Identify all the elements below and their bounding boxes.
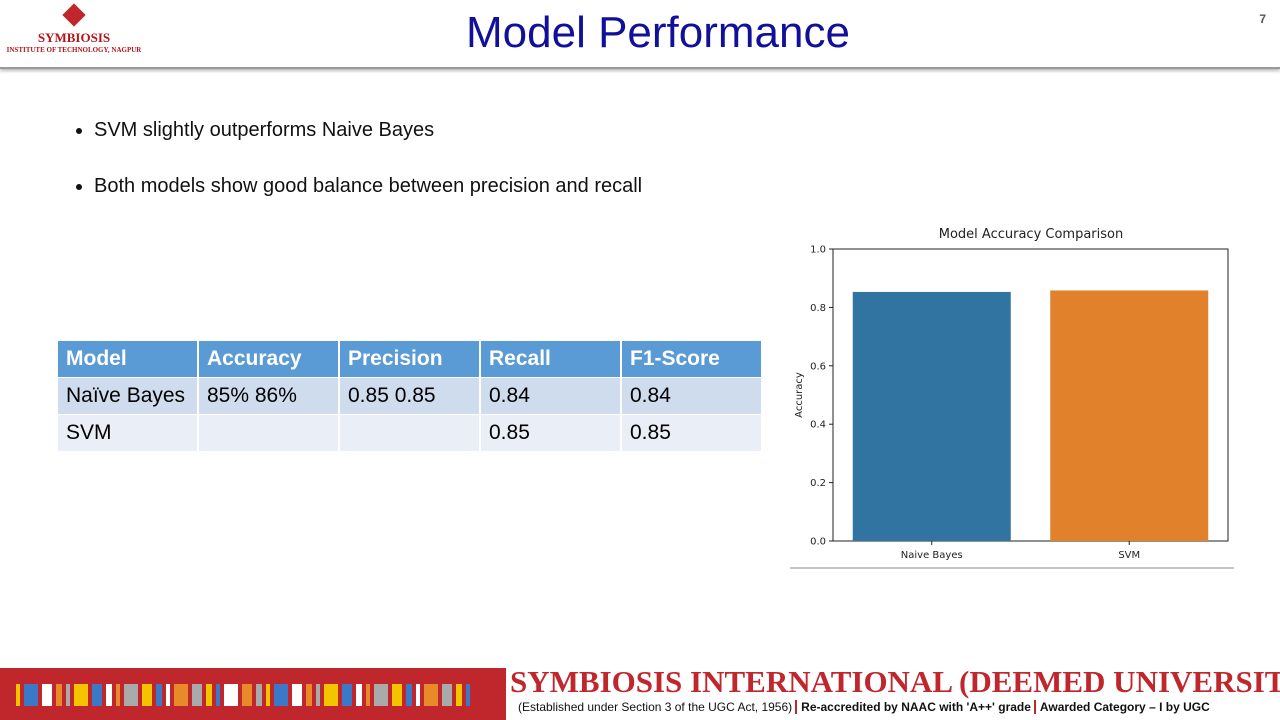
stripe <box>406 684 412 706</box>
footer-note: Re-accredited by NAAC with 'A++' grade <box>795 700 1031 714</box>
stripe <box>42 684 52 706</box>
logo-name: SYMBIOSIS <box>37 30 111 45</box>
stripe <box>156 684 162 706</box>
y-tick-label: 0.4 <box>810 420 826 431</box>
footer-notes: (Established under Section 3 of the UGC … <box>518 700 1210 714</box>
table-cell: 0.85 0.85 <box>340 378 479 414</box>
bar <box>1050 290 1209 541</box>
stripe <box>166 684 170 706</box>
header-row: Model Accuracy Precision Recall F1-Score <box>58 341 761 377</box>
logo: SYMBIOSIS INSTITUTE OF TECHNOLOGY, NAGPU… <box>4 3 144 54</box>
metrics-table: Model Accuracy Precision Recall F1-Score Naïv… <box>56 340 763 452</box>
stripe <box>366 684 370 706</box>
stripe <box>124 684 138 706</box>
y-tick-label: 0.8 <box>810 303 826 314</box>
bullet-list: SVM slightly outperforms Naive BayesBoth… <box>62 100 642 212</box>
chart: Model Accuracy Comparison Accuracy 0.0 0.… <box>790 227 1234 569</box>
stripes <box>0 668 506 720</box>
footer-title: SYMBIOSIS INTERNATIONAL (DEEMED UNIVERSI… <box>510 664 1280 699</box>
stripe <box>342 684 352 706</box>
bullet: SVM slightly outperforms Naive Bayes <box>94 100 642 156</box>
header-cell: F1-Score <box>622 341 761 377</box>
stripe <box>466 684 470 706</box>
stripe <box>424 684 438 706</box>
stripe <box>56 684 62 706</box>
stripe <box>242 684 252 706</box>
stripe <box>216 684 220 706</box>
stripe <box>116 684 120 706</box>
footer-note: Awarded Category – I by UGC <box>1033 700 1210 714</box>
bar <box>852 291 1011 541</box>
y-tick-label: 1.0 <box>810 245 826 256</box>
stripe <box>92 684 102 706</box>
table-cell: 0.84 <box>481 378 620 414</box>
y-tick-label: 0.0 <box>810 537 826 548</box>
stripe <box>24 684 38 706</box>
stripe <box>456 684 462 706</box>
stripe <box>274 684 288 706</box>
table-row: SVM 0.85 0.85 <box>58 415 761 451</box>
table-cell <box>340 415 479 451</box>
y-tick-label: 0.2 <box>810 478 826 489</box>
stripe <box>206 684 212 706</box>
header-cell: Model <box>58 341 197 377</box>
stripe <box>292 684 302 706</box>
page-number: 7 <box>1259 12 1266 26</box>
stripe <box>16 684 20 706</box>
header-cell: Recall <box>481 341 620 377</box>
stripe <box>74 684 88 706</box>
table-cell: 0.85 <box>622 415 761 451</box>
stripe <box>374 684 388 706</box>
stripe <box>224 684 238 706</box>
stripe <box>306 684 312 706</box>
table-cell: 0.84 <box>622 378 761 414</box>
table-cell: 0.85 <box>481 415 620 451</box>
x-tick-label: Naive Bayes <box>901 550 963 561</box>
stripe <box>392 684 402 706</box>
stripe <box>66 684 70 706</box>
table-cell: SVM <box>58 415 197 451</box>
y-tick-label: 0.6 <box>810 361 826 372</box>
stripe <box>106 684 112 706</box>
x-tick-label: SVM <box>1118 550 1140 561</box>
stripe <box>442 684 452 706</box>
y-axis-label: Accuracy <box>794 372 805 418</box>
table-cell <box>199 415 338 451</box>
header-cell: Precision <box>340 341 479 377</box>
stripe <box>316 684 320 706</box>
table-row: Naïve Bayes 85% 86% 0.85 0.85 0.84 0.84 <box>58 378 761 414</box>
footer-note: (Established under Section 3 of the UGC … <box>518 700 793 714</box>
plot-frame <box>832 248 1229 542</box>
stripe <box>192 684 202 706</box>
stripe <box>416 684 420 706</box>
stripe <box>324 684 338 706</box>
chart-title: Model Accuracy Comparison <box>939 227 1123 242</box>
footer: SYMBIOSIS INTERNATIONAL (DEEMED UNIVERSI… <box>0 664 1280 720</box>
slide-title: Model Performance <box>466 8 850 57</box>
table-cell: Naïve Bayes <box>58 378 197 414</box>
bullet: Both models show good balance between pr… <box>94 156 642 212</box>
header: SYMBIOSIS INSTITUTE OF TECHNOLOGY, NAGPU… <box>0 0 1280 69</box>
header-cell: Accuracy <box>199 341 338 377</box>
stripe <box>266 684 270 706</box>
stripe <box>174 684 188 706</box>
stripe <box>356 684 362 706</box>
table-cell: 85% 86% <box>199 378 338 414</box>
logo-subtitle: INSTITUTE OF TECHNOLOGY, NAGPUR <box>6 46 142 54</box>
stripe <box>256 684 262 706</box>
stripe <box>142 684 152 706</box>
